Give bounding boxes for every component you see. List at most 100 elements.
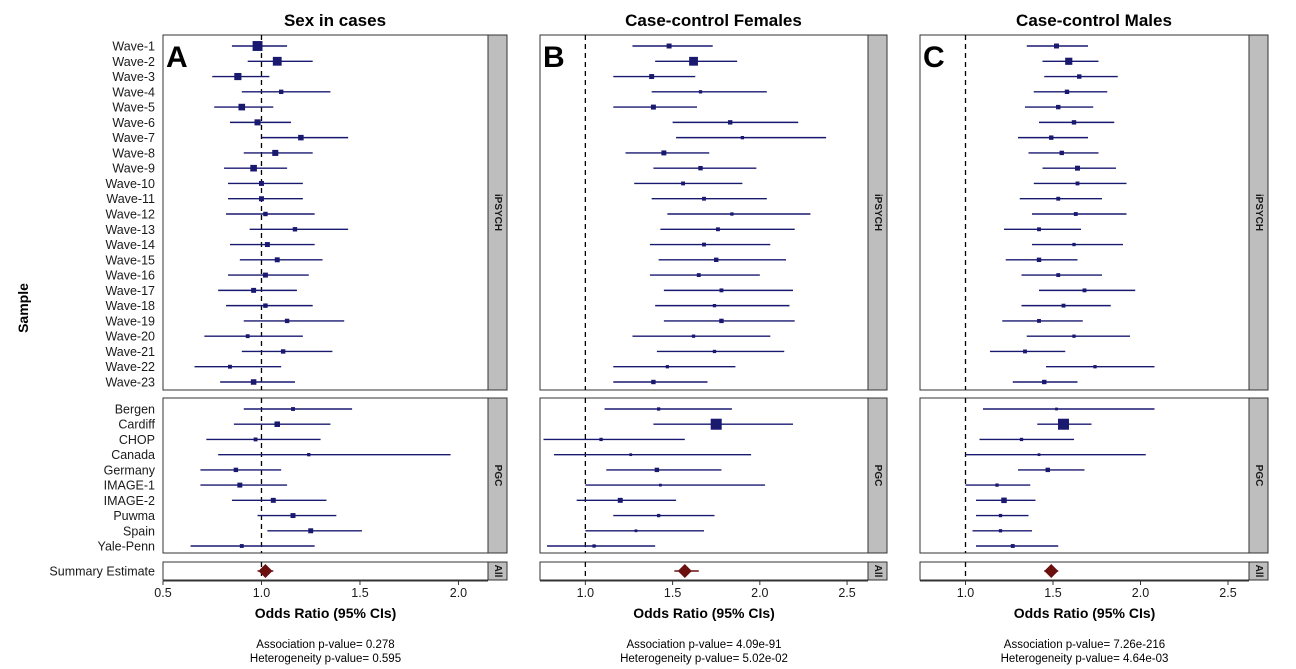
row-label: Wave-4 [112,85,155,99]
point-estimate [650,104,656,110]
point-estimate [291,407,295,411]
strip-label: All [1253,565,1264,578]
point-estimate [1049,135,1054,140]
facet-strip [1248,34,1269,391]
point-estimate [740,135,745,140]
point-estimate [1059,150,1064,156]
point-estimate [254,119,261,126]
strip-label: PGC [492,465,503,487]
point-estimate [1042,379,1047,385]
point-estimate [1056,196,1061,201]
panel-a: Sex in cases iPSYCH PGC All A 0.5 1.0 1.5 2.0 Odd… [154,11,508,665]
x-tick-label: 2.0 [751,586,768,600]
heterogeneity-p-value: Heterogeneity p-value= 5.02e-02 [620,653,788,665]
heterogeneity-p-value: Heterogeneity p-value= 4.64e-03 [1001,653,1169,665]
facet-box [539,397,869,554]
x-tick-label: 1.5 [664,586,681,600]
association-p-value: Association p-value= 0.278 [256,639,394,651]
point-estimate [264,242,270,248]
point-estimate [656,513,661,518]
point-estimate [234,72,242,81]
point-estimate [245,334,250,339]
point-estimate [298,134,304,141]
point-estimate [292,227,298,232]
point-estimate [712,303,717,308]
facet-strip [1248,561,1269,581]
row-label: Wave-14 [105,238,155,252]
facet-strip [867,561,888,581]
panel-c: Case-control Males iPSYCH PGC All C 1.0 1.5 2.0… [919,11,1269,665]
point-estimate [1072,242,1076,247]
point-estimate [263,303,268,308]
facet-box [162,397,489,554]
panels: Sex in cases iPSYCH PGC All A 0.5 1.0 1.5 2.0 Odd… [154,11,1269,665]
point-estimate [998,513,1003,518]
facet-strip [487,561,508,581]
association-p-value: Association p-value= 7.26e-216 [1004,639,1165,651]
point-estimate [681,181,685,186]
row-label: Wave-11 [106,192,155,206]
panel-letter: B [543,41,565,74]
facet-box [162,34,489,391]
row-label: Wave-23 [105,376,155,390]
row-label: Wave-9 [112,162,155,176]
facet-box [919,561,1250,581]
panel-title: Case-control Males [1016,11,1172,30]
row-label: Wave-5 [112,101,155,115]
point-estimate [1064,89,1070,95]
point-estimate [280,349,286,354]
point-estimate [252,41,263,51]
heterogeneity-p-value: Heterogeneity p-value= 0.595 [250,653,401,665]
point-estimate [308,528,314,534]
summary-diamond [1044,564,1059,578]
point-estimate [599,437,603,442]
point-estimate [702,242,706,247]
point-estimate [1077,74,1082,79]
point-estimate [1075,165,1080,171]
point-estimate [1045,467,1050,473]
x-axis-label: Odds Ratio (95% CIs) [633,605,775,621]
strip-label: iPSYCH [492,194,503,231]
strip-label: iPSYCH [872,194,883,231]
strip-label: PGC [1253,465,1264,487]
row-label: Wave-7 [112,131,155,145]
point-estimate [719,318,724,324]
point-estimate [263,211,268,217]
facet-strip [487,397,508,554]
point-estimate [649,74,655,80]
point-estimate [1065,57,1073,65]
strip-label: All [872,565,883,578]
point-estimate [1036,257,1042,263]
x-tick-label: 1.5 [351,586,368,600]
point-estimate [592,544,596,548]
panel-b: Case-control Females iPSYCH PGC All B 1.0 1.5 2… [539,11,888,665]
point-estimate [1010,544,1015,548]
facet-box [539,561,869,581]
point-estimate [272,149,279,156]
point-estimate [250,164,257,172]
point-estimate [290,513,296,519]
point-estimate [272,56,282,66]
point-estimate [1019,437,1024,442]
association-p-value: Association p-value= 4.09e-91 [626,639,781,651]
point-estimate [1073,212,1078,216]
point-estimate [1072,334,1076,338]
panel-title: Case-control Females [625,11,802,30]
point-estimate [1093,365,1097,369]
point-estimate [691,334,696,338]
x-tick-label: 0.5 [154,586,171,600]
point-estimate [716,227,720,232]
row-label: Spain [123,524,155,538]
strip-label: iPSYCH [1253,194,1264,231]
summary-diamond [258,564,273,578]
row-label: Canada [111,448,155,462]
row-label: Yale-Penn [98,540,155,554]
panel-letter: C [923,41,945,74]
point-estimate [651,379,656,385]
point-estimate [714,257,719,263]
row-label: CHOP [119,433,155,447]
point-estimate [274,257,280,263]
point-estimate [238,103,246,111]
row-label: Wave-12 [105,208,155,222]
